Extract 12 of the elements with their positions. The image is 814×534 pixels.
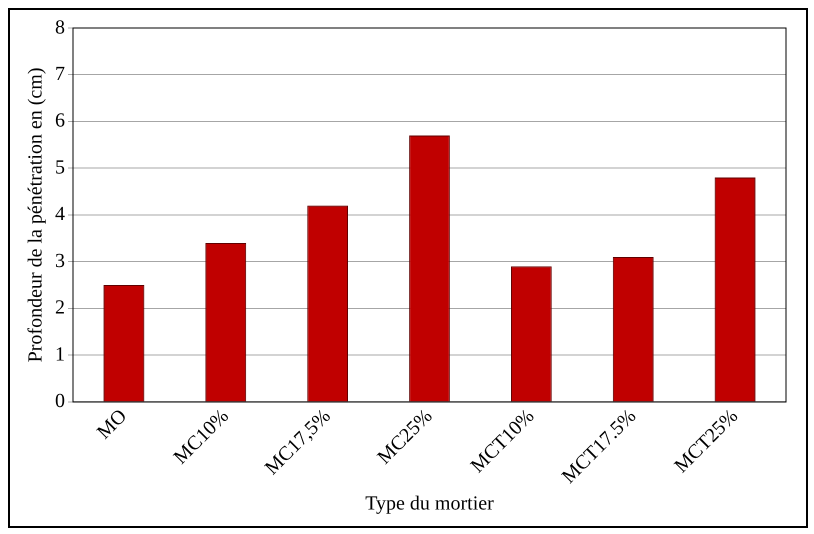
y-tick-label: 5 — [55, 156, 65, 178]
y-tick-label: 1 — [55, 343, 65, 366]
y-tick-label: 2 — [55, 296, 65, 319]
x-axis-title: Type du mortier — [365, 492, 494, 514]
x-tick-label: MO — [92, 405, 132, 444]
y-tick-label: 3 — [55, 250, 65, 272]
y-tick-label: 8 — [55, 16, 65, 38]
y-tick-label: 4 — [55, 203, 65, 226]
y-tick-label: 0 — [55, 390, 65, 412]
y-tick-label: 7 — [55, 62, 65, 85]
y-axis-title: Profondeur de la pénétration en (cm) — [24, 67, 46, 362]
y-tick-label: 6 — [55, 110, 65, 132]
